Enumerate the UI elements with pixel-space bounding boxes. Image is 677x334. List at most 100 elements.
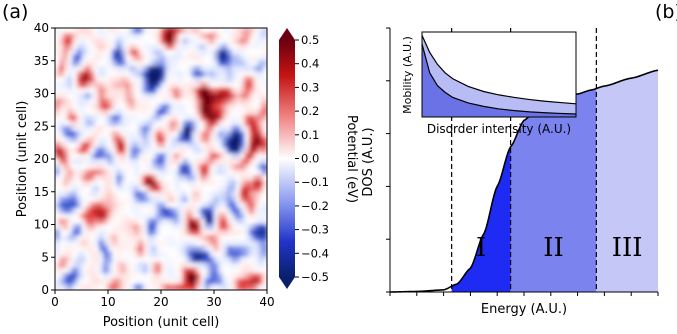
heatmap-cell	[125, 87, 131, 94]
heatmap-cell	[151, 256, 157, 264]
heatmap-cell	[138, 136, 144, 143]
heatmap-cell	[125, 54, 131, 62]
heatmap-cell	[156, 284, 162, 290]
heatmap-cell	[112, 196, 118, 203]
heatmap-cell	[98, 240, 104, 247]
heatmap-cell	[76, 28, 82, 34]
heatmap-cell	[244, 224, 250, 231]
heatmap-cell	[209, 229, 215, 236]
heatmap-cell	[187, 109, 193, 116]
heatmap-cell	[169, 87, 175, 94]
heatmap-cell	[98, 256, 104, 264]
heatmap-cell	[90, 153, 96, 160]
heatmap-cell	[98, 76, 104, 83]
heatmap-cell	[240, 278, 246, 285]
heatmap-cell	[151, 125, 157, 133]
heatmap-cell	[178, 153, 184, 160]
heatmap-cell	[98, 87, 104, 94]
heatmap-cell	[59, 153, 65, 160]
heatmap-cell	[196, 169, 202, 176]
heatmap-cell	[262, 44, 267, 51]
heatmap-cell	[129, 147, 135, 154]
heatmap-cell	[134, 147, 140, 154]
heatmap-cell	[129, 191, 135, 198]
heatmap-cell	[213, 104, 219, 111]
heatmap-cell	[138, 104, 144, 111]
heatmap-cell	[253, 273, 259, 280]
heatmap-cell	[81, 28, 87, 34]
heatmap-cell	[90, 44, 96, 51]
heatmap-cell	[138, 235, 144, 242]
heatmap-cell	[249, 256, 255, 264]
heatmap-cell	[112, 136, 118, 143]
heatmap-cell	[120, 164, 126, 171]
heatmap-cell	[72, 218, 78, 225]
heatmap-cell	[169, 175, 175, 182]
heatmap-cell	[165, 153, 171, 160]
heatmap-cell	[103, 191, 109, 198]
heatmap-cell	[213, 256, 219, 264]
heatmap-cell	[173, 240, 179, 247]
colorbar-tick-label: 0.2	[301, 104, 319, 118]
heatmap-cell	[196, 44, 202, 51]
heatmap-cell	[196, 125, 202, 133]
heatmap-cell	[169, 284, 175, 290]
heatmap-cell	[81, 185, 87, 193]
heatmap-cell	[129, 82, 135, 89]
heatmap-cell	[249, 60, 255, 67]
heatmap-cell	[98, 251, 104, 258]
heatmap-cell	[72, 125, 78, 133]
heatmap-cell	[182, 180, 188, 187]
heatmap-cell	[231, 120, 237, 127]
heatmap-cell	[112, 142, 118, 149]
heatmap-cell	[231, 82, 237, 89]
heatmap-cell	[55, 76, 60, 83]
heatmap-cell	[213, 185, 219, 193]
heatmap-x-tick-label: 20	[153, 295, 168, 309]
heatmap-cell	[151, 229, 157, 236]
heatmap-cell	[116, 65, 122, 72]
heatmap-cell	[138, 49, 144, 56]
heatmap-cell	[262, 267, 267, 274]
heatmap-cell	[55, 202, 60, 209]
heatmap-cell	[187, 76, 193, 83]
heatmap-cell	[213, 240, 219, 247]
heatmap-cell	[160, 82, 166, 89]
heatmap-cell	[165, 267, 171, 274]
heatmap-cell	[120, 202, 126, 209]
heatmap-cell	[209, 246, 215, 253]
heatmap-cell	[156, 175, 162, 182]
heatmap-cell	[156, 98, 162, 105]
heatmap-cell	[226, 246, 232, 253]
heatmap-cell	[249, 82, 255, 89]
heatmap-cell	[240, 196, 246, 203]
heatmap-cell	[134, 185, 140, 193]
heatmap-cell	[143, 207, 149, 214]
heatmap-cell	[231, 104, 237, 111]
heatmap-cell	[67, 76, 73, 83]
heatmap-cell	[76, 38, 82, 45]
heatmap-cell	[173, 109, 179, 116]
heatmap-cell	[173, 131, 179, 138]
heatmap-cell	[196, 207, 202, 214]
heatmap-cell	[253, 28, 259, 34]
heatmap-cell	[226, 131, 232, 138]
heatmap-cell	[204, 87, 210, 94]
heatmap-cell	[173, 87, 179, 94]
heatmap-cell	[200, 33, 206, 40]
heatmap-cell	[143, 49, 149, 56]
heatmap-cell	[72, 120, 78, 127]
heatmap-cell	[59, 235, 65, 242]
heatmap-cell	[134, 71, 140, 78]
heatmap-cell	[231, 33, 237, 40]
heatmap-cell	[107, 71, 113, 78]
heatmap-cell	[231, 196, 237, 203]
heatmap-cell	[253, 240, 259, 247]
heatmap-cell	[134, 49, 140, 56]
heatmap-cell	[222, 104, 228, 111]
heatmap-cell	[218, 196, 224, 203]
heatmap-cell	[125, 115, 131, 122]
heatmap-cell	[169, 158, 175, 165]
heatmap-cell	[134, 278, 140, 285]
heatmap-cell	[165, 207, 171, 214]
